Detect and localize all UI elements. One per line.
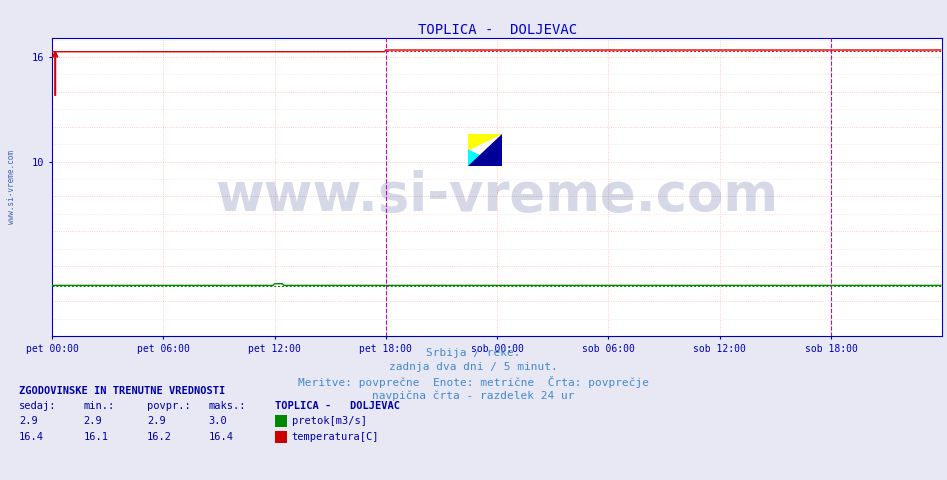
Text: ZGODOVINSKE IN TRENUTNE VREDNOSTI: ZGODOVINSKE IN TRENUTNE VREDNOSTI	[19, 386, 225, 396]
Text: 16.1: 16.1	[83, 432, 108, 442]
Text: min.:: min.:	[83, 401, 115, 410]
Text: www.si-vreme.com: www.si-vreme.com	[7, 150, 16, 224]
Text: maks.:: maks.:	[208, 401, 246, 410]
Text: 16.4: 16.4	[208, 432, 233, 442]
Text: Meritve: povprečne  Enote: metrične  Črta: povprečje: Meritve: povprečne Enote: metrične Črta:…	[298, 375, 649, 388]
Text: povpr.:: povpr.:	[147, 401, 190, 410]
Text: www.si-vreme.com: www.si-vreme.com	[216, 170, 778, 222]
Title: TOPLICA -  DOLJEVAC: TOPLICA - DOLJEVAC	[418, 23, 577, 37]
Text: Srbija / reke.: Srbija / reke.	[426, 348, 521, 358]
Text: 2.9: 2.9	[19, 417, 38, 426]
Text: sedaj:: sedaj:	[19, 401, 57, 410]
Text: pretok[m3/s]: pretok[m3/s]	[292, 417, 366, 426]
Text: 2.9: 2.9	[147, 417, 166, 426]
Text: 2.9: 2.9	[83, 417, 102, 426]
Polygon shape	[468, 133, 502, 167]
Polygon shape	[468, 133, 502, 150]
Text: 3.0: 3.0	[208, 417, 227, 426]
Text: navpična črta - razdelek 24 ur: navpična črta - razdelek 24 ur	[372, 391, 575, 401]
Text: TOPLICA -   DOLJEVAC: TOPLICA - DOLJEVAC	[275, 401, 400, 410]
Text: temperatura[C]: temperatura[C]	[292, 432, 379, 442]
Polygon shape	[468, 150, 502, 167]
Text: 16.2: 16.2	[147, 432, 171, 442]
Text: 16.4: 16.4	[19, 432, 44, 442]
Text: zadnja dva dni / 5 minut.: zadnja dva dni / 5 minut.	[389, 362, 558, 372]
